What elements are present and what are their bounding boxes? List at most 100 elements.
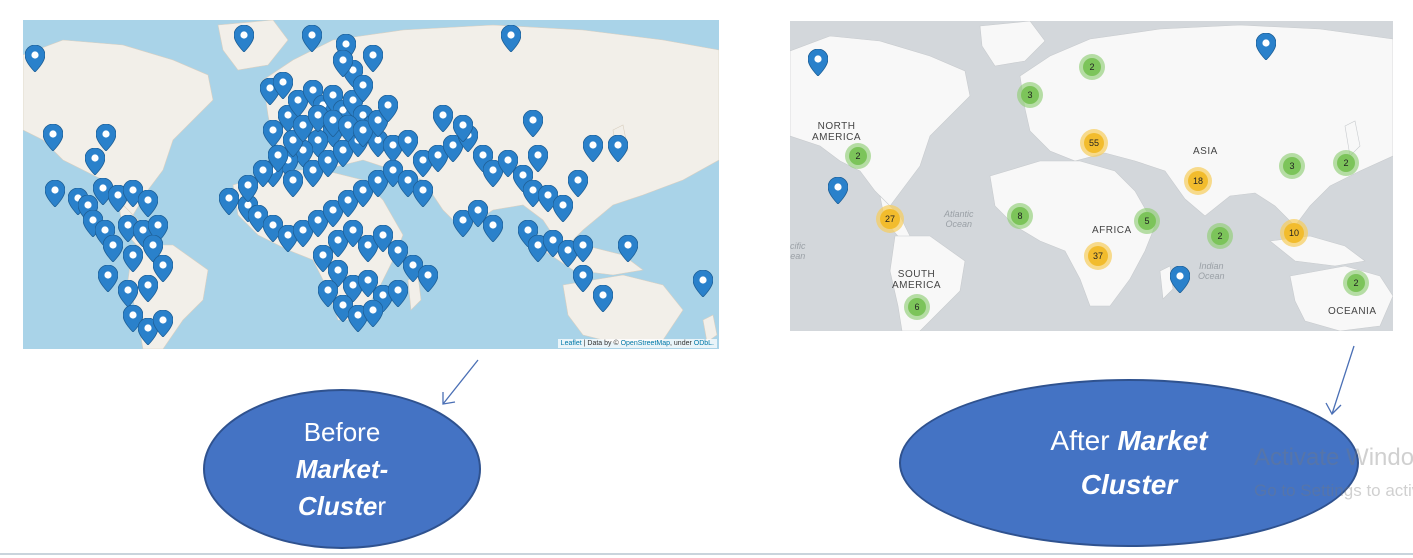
map-pin-icon[interactable] <box>607 134 629 163</box>
map-pin-icon[interactable] <box>117 279 139 308</box>
cluster-marker[interactable]: 55 <box>1080 129 1108 157</box>
map-pin-icon[interactable] <box>362 299 384 328</box>
map-pin-icon[interactable] <box>332 139 354 168</box>
cluster-count: 2 <box>849 147 867 165</box>
map-pin-icon[interactable] <box>312 244 334 273</box>
map-pin-icon[interactable] <box>322 199 344 228</box>
map-pin-icon[interactable] <box>617 234 639 263</box>
map-pin-icon[interactable] <box>272 71 294 100</box>
map-pin-icon[interactable] <box>417 264 439 293</box>
map-pin-icon[interactable] <box>452 114 474 143</box>
odbl-link[interactable]: ODbL. <box>693 340 714 347</box>
cluster-marker[interactable]: 27 <box>876 205 904 233</box>
map-pin-icon[interactable] <box>567 169 589 198</box>
map-pin-icon[interactable] <box>497 149 519 178</box>
map-pin-icon[interactable] <box>427 144 449 173</box>
map-pin-icon[interactable] <box>301 24 323 53</box>
cluster-marker[interactable]: 10 <box>1280 219 1308 247</box>
cluster-marker[interactable]: 6 <box>904 294 930 320</box>
ocean-atlantic: Atlantic Ocean <box>944 209 974 229</box>
activate-windows-watermark: Activate Windows <box>1254 444 1413 471</box>
map-pin-icon[interactable] <box>1169 265 1191 294</box>
map-pin-icon[interactable] <box>522 179 544 208</box>
map-pin-icon[interactable] <box>367 169 389 198</box>
map-pin-icon[interactable] <box>582 134 604 163</box>
cluster-marker[interactable]: 5 <box>1134 208 1160 234</box>
map-pin-icon[interactable] <box>233 24 255 53</box>
map-pin-icon[interactable] <box>97 264 119 293</box>
map-pin-icon[interactable] <box>377 94 399 123</box>
map-pin-icon[interactable] <box>482 159 504 188</box>
map-pin-icon[interactable] <box>432 104 454 133</box>
map-pin-icon[interactable] <box>372 224 394 253</box>
cluster-marker[interactable]: 37 <box>1084 242 1112 270</box>
map-pin-icon[interactable] <box>137 189 159 218</box>
map-pin-icon[interactable] <box>337 114 359 143</box>
cluster-marker[interactable]: 3 <box>1017 82 1043 108</box>
map-pin-icon[interactable] <box>24 44 46 73</box>
map-pin-icon[interactable] <box>292 219 314 248</box>
map-pin-icon[interactable] <box>137 274 159 303</box>
map-pin-icon[interactable] <box>352 74 374 103</box>
map-pin-icon[interactable] <box>42 123 64 152</box>
leaflet-link[interactable]: Leaflet <box>560 340 582 347</box>
map-pin-icon[interactable] <box>572 234 594 263</box>
map-pin-icon[interactable] <box>552 194 574 223</box>
map-pin-icon[interactable] <box>152 254 174 283</box>
map-pin-icon[interactable] <box>252 159 274 188</box>
map-pin-icon[interactable] <box>142 234 164 263</box>
map-pin-icon[interactable] <box>282 169 304 198</box>
map-pin-icon[interactable] <box>307 129 329 158</box>
map-pin-icon[interactable] <box>527 144 549 173</box>
cluster-marker[interactable]: 3 <box>1279 153 1305 179</box>
map-pin-icon[interactable] <box>218 187 240 216</box>
map-pin-icon[interactable] <box>342 219 364 248</box>
map-pin-icon[interactable] <box>352 119 374 148</box>
map-pin-icon[interactable] <box>307 209 329 238</box>
map-pin-icon[interactable] <box>412 179 434 208</box>
cluster-marker[interactable]: 2 <box>845 143 871 169</box>
map-pin-icon[interactable] <box>572 264 594 293</box>
map-pin-icon[interactable] <box>327 259 349 288</box>
cluster-marker[interactable]: 8 <box>1007 203 1033 229</box>
map-pin-icon[interactable] <box>807 48 829 77</box>
map-pin-icon[interactable] <box>102 234 124 263</box>
map-pin-icon[interactable] <box>387 239 409 268</box>
map-pin-icon[interactable] <box>467 199 489 228</box>
map-pin-icon[interactable] <box>152 309 174 338</box>
map-pin-icon[interactable] <box>592 284 614 313</box>
map-pin-icon[interactable] <box>317 279 339 308</box>
map-pin-icon[interactable] <box>692 269 714 298</box>
map-pin-icon[interactable] <box>500 24 522 53</box>
map-pin-icon[interactable] <box>827 176 849 205</box>
cluster-marker[interactable]: 18 <box>1184 167 1212 195</box>
map-pin-icon[interactable] <box>387 279 409 308</box>
cluster-marker[interactable]: 2 <box>1343 270 1369 296</box>
cluster-marker[interactable]: 2 <box>1207 223 1233 249</box>
map-pin-icon[interactable] <box>44 179 66 208</box>
map-pin-icon[interactable] <box>307 104 329 133</box>
map-after-clustering[interactable]: NORTH AMERICA ASIA AFRICA SOUTH AMERICA … <box>790 21 1393 331</box>
map-pin-icon[interactable] <box>522 109 544 138</box>
map-pin-icon[interactable] <box>92 177 114 206</box>
attribution-text: | Data by © <box>581 340 621 347</box>
map-pin-icon[interactable] <box>482 214 504 243</box>
region-oceania: OCEANIA <box>1328 306 1377 317</box>
map-before-clustering[interactable]: Leaflet | Data by © OpenStreetMap, under… <box>23 20 719 349</box>
map-pin-icon[interactable] <box>95 123 117 152</box>
map-pin-icon[interactable] <box>122 244 144 273</box>
cluster-marker[interactable]: 2 <box>1079 54 1105 80</box>
osm-link[interactable]: OpenStreetMap <box>620 340 671 347</box>
map-pin-icon[interactable] <box>84 147 106 176</box>
map-pin-icon[interactable] <box>357 269 379 298</box>
map-pin-icon[interactable] <box>237 174 259 203</box>
map-pin-icon[interactable] <box>322 109 344 138</box>
map-pin-icon[interactable] <box>117 214 139 243</box>
caption-before-line2: Market- <box>295 453 389 484</box>
map-pin-icon[interactable] <box>1255 32 1277 61</box>
cluster-marker[interactable]: 2 <box>1333 150 1359 176</box>
map-pin-icon[interactable] <box>362 44 384 73</box>
map-pin-icon[interactable] <box>397 129 419 158</box>
map-pin-icon[interactable] <box>332 49 354 78</box>
map-pin-icon[interactable] <box>267 144 289 173</box>
